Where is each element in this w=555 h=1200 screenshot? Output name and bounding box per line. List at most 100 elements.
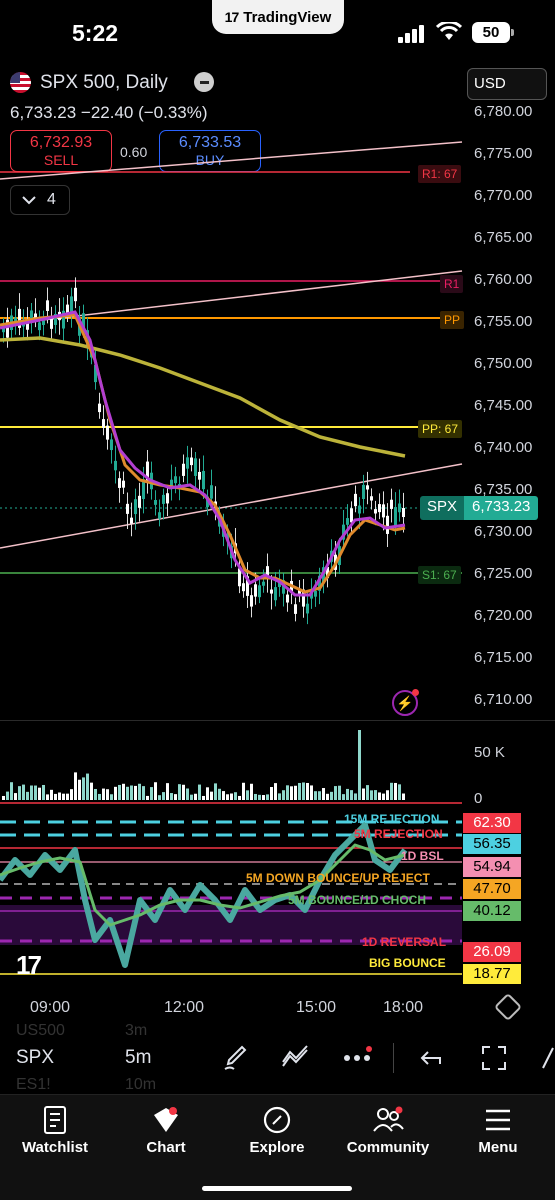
candle-body <box>94 364 97 383</box>
volume-bar <box>134 785 137 800</box>
volume-bar <box>22 784 25 800</box>
indicator-chart[interactable] <box>0 800 462 985</box>
buy-price: 6,733.53 <box>178 134 242 151</box>
tradingview-logo-icon: 17 <box>224 9 240 25</box>
candle-body <box>346 518 349 525</box>
nav-menu[interactable]: Menu <box>443 1103 553 1156</box>
fullscreen-icon[interactable] <box>480 1044 508 1072</box>
candle-body <box>106 425 109 440</box>
price-axis-label: 6,750.00 <box>474 355 533 372</box>
candle-body <box>286 594 289 603</box>
volume-bar <box>26 791 29 800</box>
price-axis-label: 6,775.00 <box>474 145 533 162</box>
pane-separator[interactable] <box>0 720 555 721</box>
price-axis-label: 6,720.00 <box>474 607 533 624</box>
candle-body <box>210 485 213 499</box>
volume-bar <box>74 772 77 800</box>
chevron-down-icon <box>22 196 36 205</box>
volume-bar <box>214 783 217 800</box>
candle-body <box>170 479 173 489</box>
volume-bar <box>378 792 381 800</box>
ind-value-5: 40.12 <box>463 901 521 921</box>
tradingview-pill[interactable]: 17 TradingView <box>212 0 344 34</box>
candle-body <box>294 604 297 614</box>
volume-bar <box>86 773 89 800</box>
price-axis-label: 6,725.00 <box>474 565 533 582</box>
volume-bar <box>246 790 249 800</box>
volume-bar <box>254 793 257 800</box>
volume-bar <box>218 788 221 800</box>
volume-bar <box>6 791 9 800</box>
candle-body <box>50 317 53 329</box>
volume-bar <box>126 786 129 800</box>
toolbar-symbol[interactable]: SPX <box>16 1047 55 1068</box>
price-chart[interactable] <box>0 0 465 730</box>
nav-menu-label: Menu <box>478 1139 518 1156</box>
ghost-interval-2: 10m <box>125 1076 157 1093</box>
candle-body <box>398 503 401 513</box>
nav-explore[interactable]: Explore <box>222 1103 332 1156</box>
candle-body <box>110 439 113 451</box>
volume-bar <box>282 790 285 800</box>
volume-bar <box>398 784 401 800</box>
volume-bar <box>338 785 341 800</box>
volume-bar <box>194 793 197 800</box>
symbol-title[interactable]: SPX 500, Daily <box>40 72 168 93</box>
volume-bar <box>386 790 389 800</box>
ind-label-big-bounce: BIG BOUNCE <box>369 956 446 970</box>
volume-bar <box>334 786 337 800</box>
currency-selector[interactable]: USD <box>467 68 547 100</box>
nav-chart[interactable]: Chart <box>111 1103 221 1156</box>
volume-bar <box>90 782 93 800</box>
volume-bar <box>226 794 229 800</box>
volume-bar <box>174 794 177 800</box>
nav-community[interactable]: Community <box>333 1103 443 1156</box>
toolbar-interval[interactable]: 5m <box>125 1047 152 1068</box>
collapse-legend-button[interactable] <box>194 72 214 92</box>
nav-watchlist[interactable]: Watchlist <box>0 1103 110 1156</box>
volume-bar <box>326 793 329 800</box>
home-indicator <box>202 1186 352 1191</box>
ma-long-line <box>0 336 406 458</box>
compass-icon <box>222 1103 332 1137</box>
indicators-toggle-button[interactable]: 4 <box>10 185 70 215</box>
volume-bar <box>322 788 325 800</box>
drawing-brush-icon[interactable] <box>222 1044 248 1072</box>
pp-full-label: PP: 67 <box>418 420 463 438</box>
candle-body <box>246 576 249 596</box>
price-axis-label: 6,755.00 <box>474 313 533 330</box>
candle-body <box>386 515 389 534</box>
volume-bar <box>270 787 273 800</box>
pp-label: PP <box>440 311 465 329</box>
candle-body <box>394 507 397 527</box>
candle-body <box>166 493 169 504</box>
undo-icon[interactable] <box>418 1044 444 1072</box>
volume-bar <box>274 783 277 800</box>
volume-bar <box>190 794 193 800</box>
candle-body <box>242 583 245 592</box>
volume-bar <box>70 789 73 800</box>
candle-body <box>274 587 277 601</box>
indicators-count: 4 <box>47 191 56 208</box>
wifi-icon <box>436 22 462 40</box>
candle-body <box>254 584 257 597</box>
more-options-icon[interactable] <box>342 1044 374 1072</box>
volume-bar <box>230 793 233 800</box>
price-axis-label: 6,770.00 <box>474 187 533 204</box>
time-axis-1500: 15:00 <box>296 999 337 1016</box>
chart-settings-icon[interactable] <box>493 992 523 1022</box>
candle-body <box>118 478 121 488</box>
candle-body <box>154 499 157 505</box>
lightning-alert-icon[interactable]: ⚡ <box>392 689 419 716</box>
volume-bar <box>318 791 321 800</box>
candle-body <box>18 308 21 328</box>
volume-bar <box>58 792 61 800</box>
more-edge-icon[interactable] <box>541 1044 555 1072</box>
sell-button[interactable]: 6,732.93 SELL <box>10 130 112 172</box>
price-axis-label: 6,710.00 <box>474 691 533 708</box>
volume-bar <box>66 793 69 800</box>
volume-bar <box>142 786 145 800</box>
candle-body <box>174 476 177 484</box>
chart-type-icon[interactable] <box>280 1044 310 1072</box>
volume-bar <box>234 792 237 800</box>
